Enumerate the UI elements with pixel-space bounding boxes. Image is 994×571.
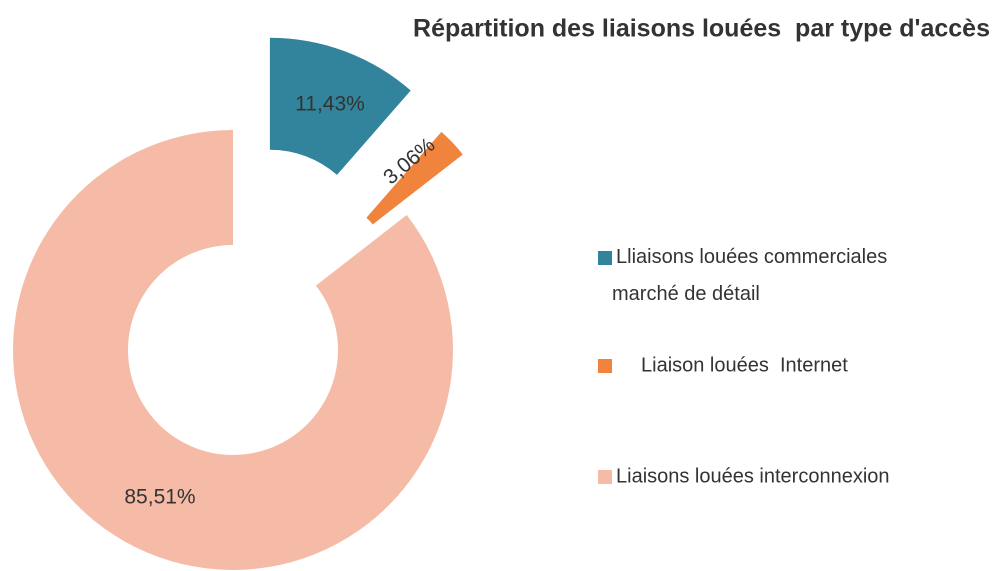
legend-line: Lliaisons louées commerciales <box>616 246 887 268</box>
chart-title: Répartition des liaisons louées par type… <box>413 15 990 43</box>
legend-line: marché de détail <box>612 283 760 305</box>
slice <box>12 130 453 570</box>
legend-swatch <box>598 359 612 373</box>
data-label: 11,43% <box>295 93 365 116</box>
slice <box>366 131 463 225</box>
legend-label: Liaisons louées interconnexion <box>616 465 890 487</box>
legend-label: Lliaisons louées commerciales marché de d… <box>612 246 887 305</box>
slice <box>269 37 411 175</box>
legend-swatch <box>598 251 612 265</box>
data-label: 85,51% <box>124 486 195 509</box>
legend-label: Liaison louées Internet <box>641 354 848 376</box>
legend-swatch <box>598 470 612 484</box>
